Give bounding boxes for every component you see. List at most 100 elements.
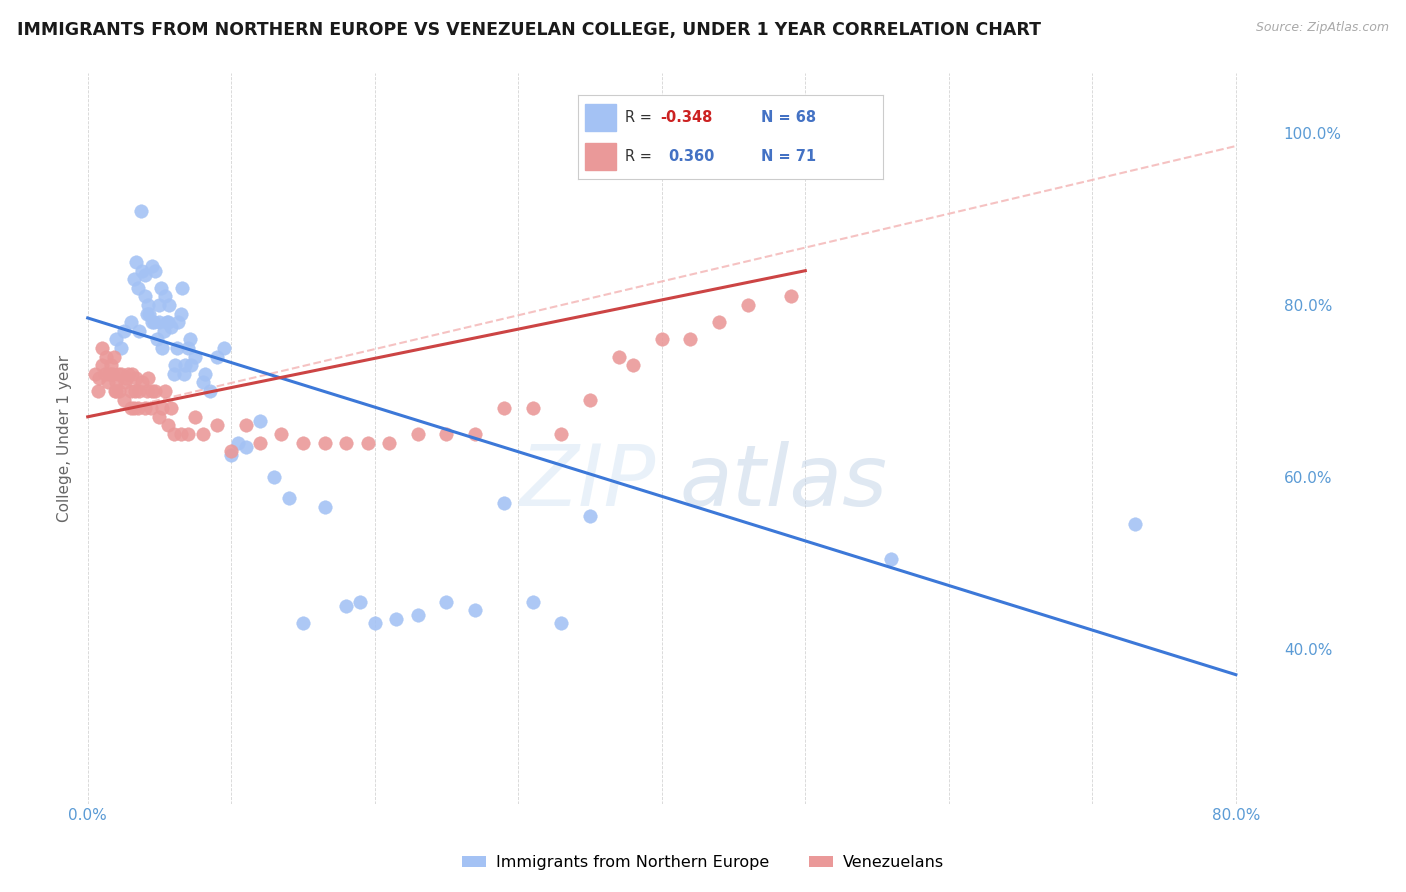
Point bbox=[134, 268, 156, 282]
Point bbox=[291, 435, 314, 450]
Point bbox=[651, 333, 673, 347]
Point bbox=[335, 599, 357, 613]
Point bbox=[142, 315, 165, 329]
Point bbox=[128, 384, 150, 398]
Point bbox=[522, 594, 544, 608]
Point bbox=[143, 263, 166, 277]
Point bbox=[406, 427, 429, 442]
Text: Source: ZipAtlas.com: Source: ZipAtlas.com bbox=[1256, 21, 1389, 35]
Point bbox=[179, 333, 201, 347]
Point bbox=[148, 409, 170, 424]
Point bbox=[103, 350, 125, 364]
Point bbox=[219, 449, 242, 463]
Point bbox=[148, 298, 170, 312]
Point bbox=[880, 551, 903, 566]
Text: atlas: atlas bbox=[679, 441, 887, 524]
Point bbox=[89, 371, 111, 385]
Point bbox=[277, 491, 299, 506]
Point bbox=[135, 384, 157, 398]
Point bbox=[97, 376, 120, 390]
Point bbox=[152, 324, 174, 338]
Point bbox=[114, 376, 136, 390]
Point bbox=[87, 384, 110, 398]
Point bbox=[184, 350, 207, 364]
Point bbox=[291, 616, 314, 631]
Point bbox=[127, 281, 149, 295]
Point bbox=[110, 367, 132, 381]
Point bbox=[173, 367, 195, 381]
Text: ZIP: ZIP bbox=[519, 441, 655, 524]
Point bbox=[177, 427, 200, 442]
Point bbox=[153, 384, 176, 398]
Point bbox=[170, 427, 193, 442]
Point bbox=[219, 444, 242, 458]
Point bbox=[131, 263, 153, 277]
Point bbox=[385, 612, 408, 626]
Point bbox=[108, 384, 131, 398]
Point bbox=[91, 341, 114, 355]
Point bbox=[136, 371, 159, 385]
Point bbox=[579, 392, 602, 407]
Point bbox=[163, 367, 186, 381]
Point bbox=[235, 440, 257, 454]
Point bbox=[125, 255, 148, 269]
Point bbox=[115, 371, 138, 385]
Point bbox=[159, 298, 181, 312]
Point bbox=[205, 418, 228, 433]
Point bbox=[127, 401, 149, 416]
Point bbox=[170, 307, 193, 321]
Point bbox=[191, 427, 214, 442]
Point bbox=[406, 607, 429, 622]
Point bbox=[1125, 517, 1147, 532]
Point bbox=[150, 401, 173, 416]
Point bbox=[148, 315, 170, 329]
Point bbox=[117, 367, 139, 381]
Point bbox=[163, 427, 186, 442]
Point bbox=[737, 298, 759, 312]
Point bbox=[150, 341, 173, 355]
Point bbox=[104, 384, 127, 398]
Point bbox=[141, 384, 163, 398]
Legend: Immigrants from Northern Europe, Venezuelans: Immigrants from Northern Europe, Venezue… bbox=[456, 849, 950, 877]
Point bbox=[105, 333, 128, 347]
Point bbox=[134, 401, 156, 416]
Point bbox=[96, 350, 118, 364]
Point bbox=[356, 435, 378, 450]
Point bbox=[135, 307, 157, 321]
Point bbox=[112, 392, 135, 407]
Point bbox=[679, 333, 702, 347]
Point bbox=[522, 401, 544, 416]
Point bbox=[100, 358, 122, 372]
Point bbox=[235, 418, 257, 433]
Point bbox=[249, 414, 271, 428]
Point bbox=[156, 315, 179, 329]
Point bbox=[166, 341, 188, 355]
Point bbox=[153, 289, 176, 303]
Point bbox=[180, 358, 202, 372]
Point bbox=[112, 324, 135, 338]
Point bbox=[131, 376, 153, 390]
Point bbox=[167, 315, 190, 329]
Point bbox=[436, 427, 458, 442]
Point bbox=[314, 500, 336, 514]
Point bbox=[349, 594, 371, 608]
Point bbox=[464, 603, 486, 617]
Point bbox=[105, 384, 128, 398]
Point bbox=[607, 350, 630, 364]
Point bbox=[122, 401, 145, 416]
Point bbox=[120, 315, 142, 329]
Point bbox=[141, 260, 163, 274]
Point bbox=[314, 435, 336, 450]
Point bbox=[120, 384, 142, 398]
Point bbox=[191, 376, 214, 390]
Point bbox=[464, 427, 486, 442]
Point bbox=[174, 358, 197, 372]
Point bbox=[143, 384, 166, 398]
Point bbox=[83, 367, 105, 381]
Point bbox=[129, 203, 152, 218]
Point bbox=[160, 319, 183, 334]
Point bbox=[107, 367, 129, 381]
Point bbox=[550, 616, 572, 631]
Point bbox=[194, 367, 217, 381]
Point bbox=[145, 333, 167, 347]
